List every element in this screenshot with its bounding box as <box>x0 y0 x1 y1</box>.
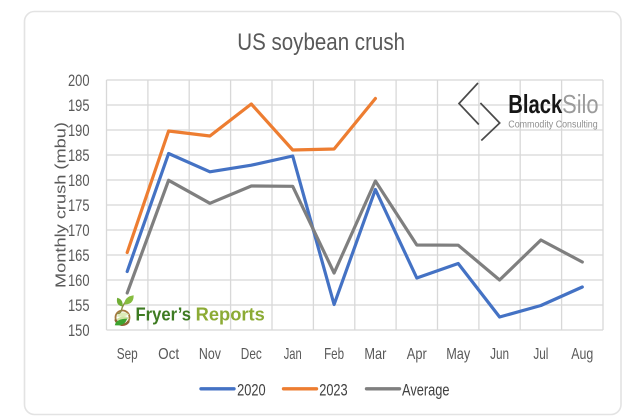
svg-text:Dec: Dec <box>241 346 262 363</box>
svg-text:195: 195 <box>68 96 90 115</box>
svg-text:180: 180 <box>68 171 90 190</box>
svg-text:Fryer’s: Fryer’s <box>136 303 192 324</box>
svg-text:155: 155 <box>68 296 90 315</box>
svg-text:190: 190 <box>68 121 90 140</box>
svg-text:2023: 2023 <box>319 381 348 400</box>
svg-text:160: 160 <box>68 271 90 290</box>
svg-text:Sep: Sep <box>117 346 138 363</box>
svg-text:US soybean crush: US soybean crush <box>237 29 405 56</box>
svg-text:May: May <box>446 346 470 363</box>
svg-text:Monthly crush (mbu): Monthly crush (mbu) <box>53 122 70 288</box>
svg-text:Average: Average <box>402 381 450 400</box>
svg-text:200: 200 <box>68 71 90 90</box>
svg-text:Feb: Feb <box>324 346 344 363</box>
svg-text:Nov: Nov <box>199 346 221 363</box>
svg-text:Mar: Mar <box>364 346 387 363</box>
svg-text:Jul: Jul <box>533 346 548 363</box>
svg-text:150: 150 <box>68 321 90 340</box>
svg-text:Jun: Jun <box>490 346 509 363</box>
svg-text:Jan: Jan <box>284 346 302 363</box>
svg-text:175: 175 <box>68 196 90 215</box>
svg-text:185: 185 <box>68 146 90 165</box>
svg-text:Commodity Consulting: Commodity Consulting <box>508 120 597 131</box>
svg-text:Apr: Apr <box>407 346 428 363</box>
svg-text:Reports: Reports <box>196 303 265 324</box>
svg-text:Oct: Oct <box>158 346 179 363</box>
svg-text:165: 165 <box>68 246 90 265</box>
svg-text:170: 170 <box>68 221 90 240</box>
svg-text:Black: Black <box>508 89 562 119</box>
svg-text:2020: 2020 <box>237 381 266 400</box>
svg-text:Silo: Silo <box>562 89 599 119</box>
svg-text:Aug: Aug <box>571 346 593 363</box>
